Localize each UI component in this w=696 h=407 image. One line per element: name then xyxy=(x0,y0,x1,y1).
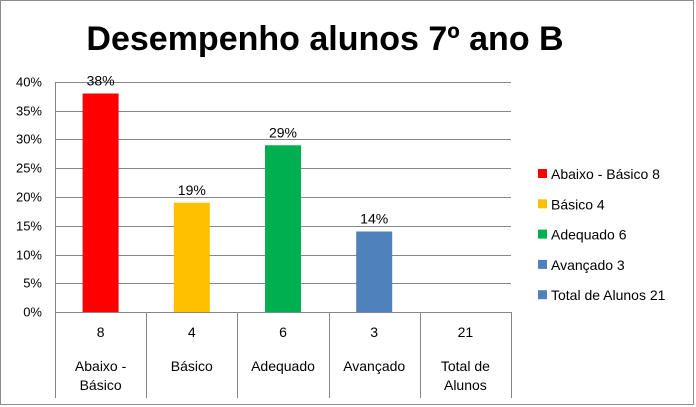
legend-swatch xyxy=(538,259,547,269)
category-count: 8 xyxy=(97,324,105,340)
data-label: 19% xyxy=(178,182,206,198)
y-tick-label: 0% xyxy=(23,305,42,320)
bars xyxy=(82,93,393,312)
data-label: 38% xyxy=(87,73,115,89)
category-count: 21 xyxy=(458,324,474,340)
bar xyxy=(173,202,210,312)
category-count: 6 xyxy=(279,324,287,340)
category-label: Total de xyxy=(441,358,490,374)
y-axis-ticks: 0% 5% 10% 15% 20% 25% 30% 35% 40% xyxy=(16,75,42,320)
category-count: 3 xyxy=(370,324,378,340)
legend-swatch xyxy=(538,290,547,300)
category-label: Abaixo - xyxy=(75,358,127,374)
data-labels: 38% 19% 29% 14% xyxy=(87,73,389,227)
category-label: Alunos xyxy=(444,377,487,393)
chart-title: Desempenho alunos 7º ano B xyxy=(86,20,563,58)
legend-swatch xyxy=(538,199,547,209)
bar xyxy=(82,93,119,312)
y-tick-label: 15% xyxy=(16,219,42,234)
y-tick-label: 10% xyxy=(16,248,42,263)
legend-swatch xyxy=(538,229,547,239)
legend-swatch xyxy=(538,169,547,178)
legend-label: Básico 4 xyxy=(551,196,605,212)
legend-label: Abaixo - Básico 8 xyxy=(551,166,660,182)
y-tick-label: 5% xyxy=(23,276,42,291)
legend-label: Adequado 6 xyxy=(551,227,627,243)
category-label: Avançado xyxy=(343,358,405,374)
legend-label: Total de Alunos 21 xyxy=(551,287,666,303)
category-count: 4 xyxy=(188,324,196,340)
bar xyxy=(265,145,301,312)
legend-label: Avançado 3 xyxy=(551,257,625,273)
y-tick-label: 30% xyxy=(16,132,42,147)
category-label: Básico xyxy=(80,377,122,393)
bar xyxy=(356,231,393,312)
category-label: Básico xyxy=(171,358,213,374)
data-label: 29% xyxy=(269,124,297,140)
y-tick-label: 20% xyxy=(16,190,42,205)
legend: Abaixo - Básico 8 Básico 4 Adequado 6 Avanç… xyxy=(538,166,666,303)
y-tick-label: 35% xyxy=(16,104,42,119)
y-tick-label: 25% xyxy=(16,161,42,176)
category-label: Adequado xyxy=(251,358,315,374)
data-label: 14% xyxy=(360,211,388,227)
category-table: 8 Abaixo - Básico 4 Básico 6 Adequado 3 Avançado… xyxy=(55,312,512,398)
y-tick-label: 40% xyxy=(16,75,42,90)
